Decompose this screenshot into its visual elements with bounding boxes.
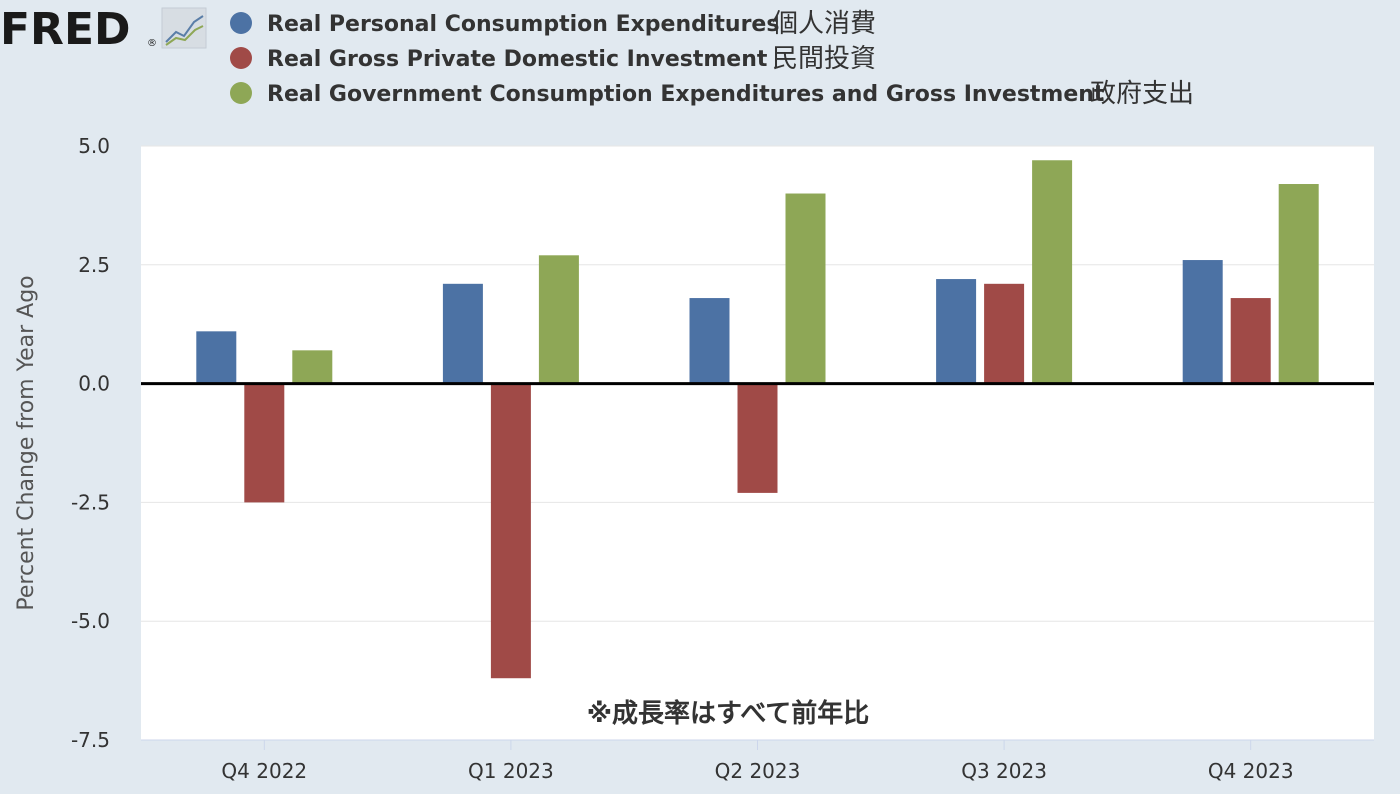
legend-marker bbox=[230, 12, 252, 34]
fred-logo[interactable]: FRED ® bbox=[0, 4, 207, 55]
x-tick-label: Q4 2023 bbox=[1208, 759, 1294, 783]
x-tick-label: Q1 2023 bbox=[468, 759, 554, 783]
legend-item[interactable]: Real Government Consumption Expenditures… bbox=[230, 79, 1194, 109]
y-tick-label: -5.0 bbox=[71, 609, 110, 633]
legend-label-jp: 個人消費 bbox=[772, 9, 876, 39]
legend-item[interactable]: Real Personal Consumption Expenditures個人… bbox=[230, 9, 876, 39]
legend-label-jp: 政府支出 bbox=[1090, 79, 1194, 109]
bar bbox=[1182, 260, 1223, 384]
y-tick-label: -7.5 bbox=[71, 728, 110, 752]
y-tick-label: 5.0 bbox=[78, 134, 110, 158]
bar bbox=[984, 283, 1025, 384]
x-tick-label: Q3 2023 bbox=[961, 759, 1047, 783]
bar bbox=[936, 279, 977, 384]
legend-label: Real Gross Private Domestic Investment bbox=[267, 47, 768, 72]
bar bbox=[244, 383, 285, 503]
bar bbox=[196, 331, 237, 384]
bar bbox=[1278, 184, 1319, 384]
bar bbox=[689, 298, 730, 384]
fred-logo-text: FRED bbox=[0, 4, 131, 55]
y-tick-label: 0.0 bbox=[78, 372, 110, 396]
legend-marker bbox=[230, 47, 252, 69]
x-tick-label: Q2 2023 bbox=[715, 759, 801, 783]
bar bbox=[1032, 160, 1073, 384]
x-tick-label: Q4 2022 bbox=[221, 759, 307, 783]
bar bbox=[442, 283, 483, 384]
bar bbox=[490, 383, 531, 679]
y-axis-label: Percent Change from Year Ago bbox=[14, 275, 39, 610]
bar bbox=[292, 350, 333, 384]
y-axis-ticks: 5.0 2.5 0.0 -2.5 -5.0 -7.5 bbox=[71, 134, 110, 752]
bar bbox=[785, 193, 826, 384]
bar bbox=[1230, 298, 1271, 384]
line-chart-icon bbox=[161, 7, 207, 49]
legend: Real Personal Consumption Expenditures個人… bbox=[230, 9, 1194, 109]
legend-marker bbox=[230, 82, 252, 104]
bar bbox=[538, 255, 579, 384]
legend-label: Real Personal Consumption Expenditures bbox=[267, 12, 779, 37]
legend-item[interactable]: Real Gross Private Domestic Investment 民間… bbox=[230, 44, 876, 74]
y-tick-label: -2.5 bbox=[71, 490, 110, 514]
y-tick-label: 2.5 bbox=[78, 253, 110, 277]
bar bbox=[737, 383, 778, 493]
legend-label-jp: 民間投資 bbox=[772, 44, 876, 74]
bars bbox=[196, 160, 1319, 679]
annotation-note: ※成長率はすべて前年比 bbox=[587, 698, 869, 729]
registered-mark: ® bbox=[147, 38, 157, 49]
x-axis-ticks: Q4 2022 Q1 2023 Q2 2023 Q3 2023 Q4 2023 bbox=[221, 740, 1294, 783]
legend-label: Real Government Consumption Expenditures… bbox=[267, 82, 1105, 107]
